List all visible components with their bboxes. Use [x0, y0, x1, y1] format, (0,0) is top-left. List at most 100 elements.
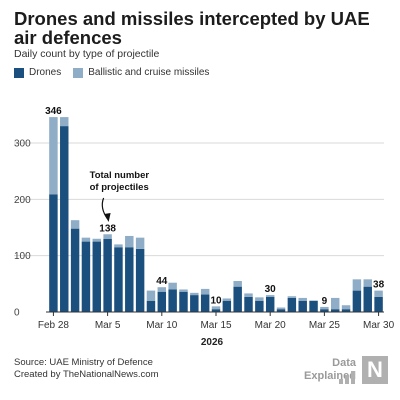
y-tick-label: 0 [14, 308, 20, 319]
bar-missiles [146, 290, 156, 301]
bar-drones [190, 295, 199, 312]
x-tick-label: Mar 15 [200, 320, 232, 331]
x-tick-label: Mar 5 [95, 320, 121, 331]
brand-line-2: Explained [304, 370, 356, 382]
bar-missiles [81, 237, 91, 242]
bar-missiles [211, 306, 221, 310]
x-tick-label: Mar 10 [146, 320, 178, 331]
bar-missiles [255, 297, 264, 301]
bar-missiles [168, 282, 177, 290]
chart-title: Drones and missiles intercepted by UAE a… [14, 8, 370, 48]
bar-missiles [70, 220, 80, 229]
bar-missiles [287, 296, 297, 298]
bar-missiles [179, 289, 188, 292]
bar-chart-icon [339, 371, 355, 384]
bar-drones [352, 290, 362, 312]
credit-note: Created by TheNationalNews.com [14, 369, 159, 380]
bar-drones [179, 291, 188, 312]
bar-missiles [92, 238, 102, 242]
y-tick-label: 100 [14, 251, 31, 262]
annotation-text: of projectiles [90, 182, 149, 193]
data-label: 38 [373, 280, 385, 291]
bar-drones [92, 241, 102, 312]
data-label: 10 [210, 295, 222, 306]
bar-drones [222, 300, 232, 312]
bar-drones [309, 300, 318, 312]
bar-drones [233, 286, 242, 312]
bar-missiles [298, 297, 307, 301]
bar-missiles [265, 295, 275, 297]
x-tick-label: Feb 28 [38, 320, 70, 331]
bar-drones [374, 296, 383, 312]
bar-missiles [341, 305, 351, 310]
bar-missiles [320, 306, 329, 310]
bar-drones [49, 194, 58, 312]
legend-label-drones: Drones [29, 67, 62, 78]
bar-missiles [49, 117, 58, 195]
bar-missiles [125, 235, 134, 248]
data-explained-logo: Data Explained N [304, 356, 388, 386]
bar-drones [341, 309, 351, 312]
data-label: 138 [99, 223, 116, 234]
legend-label-missiles: Ballistic and cruise missiles [88, 67, 210, 78]
brand-wordmark: Data Explained [304, 357, 356, 383]
brand-line-1: Data [332, 357, 356, 369]
bar-missiles [103, 234, 112, 239]
bar-drones [135, 248, 145, 312]
bar-missiles [190, 292, 199, 296]
bar-drones [287, 297, 297, 312]
bar-missiles [60, 117, 69, 127]
bar-drones [276, 309, 286, 312]
legend-item-drones: Drones [14, 67, 61, 78]
bar-missiles [244, 293, 253, 297]
bar-missiles [222, 298, 232, 301]
data-label: 30 [265, 284, 277, 295]
y-tick-label: 200 [14, 195, 31, 206]
bar-missiles [200, 288, 210, 295]
annotation-text: Total number [90, 170, 150, 181]
x-tick-label: Mar 25 [309, 320, 341, 331]
bar-missiles [276, 307, 286, 310]
bar-missiles [352, 279, 362, 291]
bar-missiles [135, 237, 145, 249]
bar-drones [211, 309, 221, 312]
bar-missiles [330, 297, 340, 310]
bar-drones [70, 228, 80, 312]
bar-drones [103, 238, 112, 312]
logo-letter: N [367, 357, 383, 382]
bar-drones [157, 291, 167, 312]
data-label: 346 [45, 106, 62, 117]
bar-missiles [363, 279, 372, 287]
bar-drones [363, 286, 372, 312]
bar-drones [320, 309, 329, 312]
footer: Source: UAE Ministry of Defence Created … [14, 357, 159, 381]
bar-drones [125, 247, 134, 312]
legend: Drones Ballistic and cruise missiles [14, 67, 221, 78]
annotation-arrowhead [104, 213, 111, 222]
legend-swatch-drones [14, 67, 24, 78]
x-axis-label: 2026 [201, 337, 224, 348]
bar-missiles [157, 287, 167, 292]
legend-item-missiles: Ballistic and cruise missiles [73, 67, 209, 78]
bar-drones [168, 289, 177, 312]
x-tick-label: Mar 30 [363, 320, 395, 331]
chart-subtitle: Daily count by type of projectile [14, 48, 160, 60]
data-label: 44 [156, 276, 168, 287]
bar-drones [244, 296, 253, 312]
legend-swatch-missiles [73, 67, 84, 78]
bar-missiles [114, 244, 123, 248]
national-logo-icon: N [362, 356, 388, 384]
bar-drones [146, 300, 156, 312]
bar-drones [114, 247, 123, 312]
data-label: 9 [322, 296, 328, 307]
source-note: Source: UAE Ministry of Defence [14, 357, 153, 368]
bar-drones [200, 294, 210, 312]
bar-drones [255, 300, 264, 312]
x-tick-label: Mar 20 [255, 320, 287, 331]
bar-drones [265, 296, 275, 312]
bar-missiles [374, 290, 383, 297]
bar-missiles [233, 281, 242, 287]
bar-drones [60, 126, 69, 313]
